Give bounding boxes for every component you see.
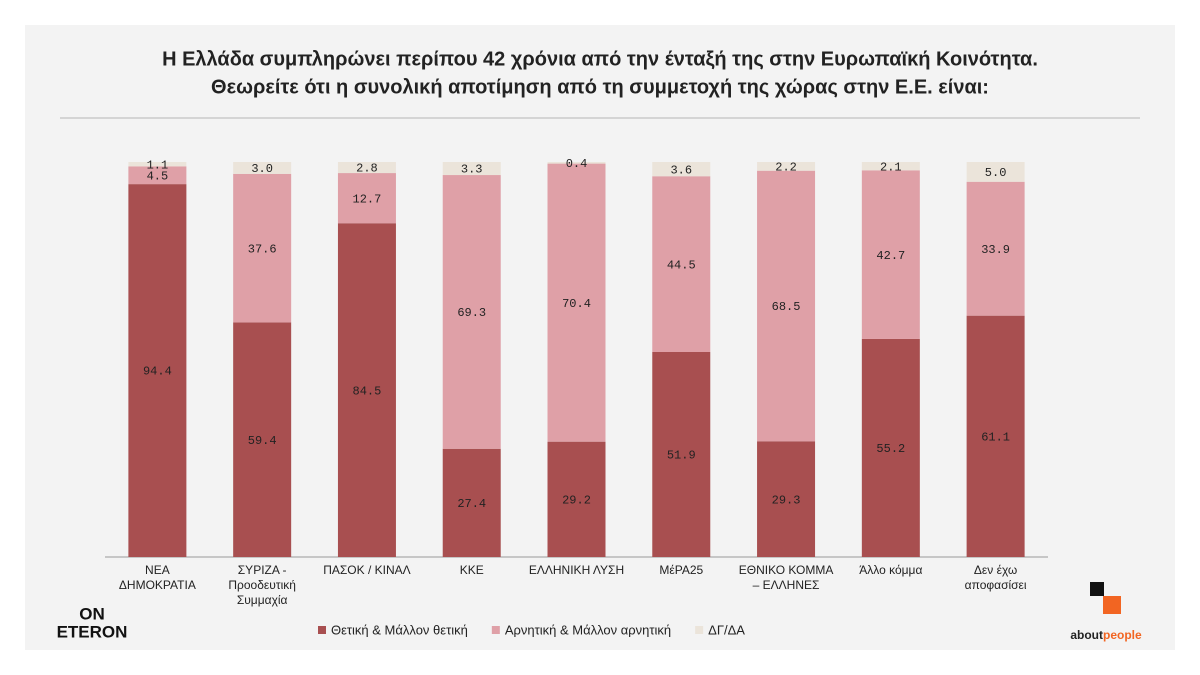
chart-title: Η Ελλάδα συμπληρώνει περίπου 42 χρόνια α… <box>162 48 1038 70</box>
logo-left: ETERON <box>57 622 128 641</box>
bar-segment <box>233 162 292 174</box>
logo-icon <box>1090 582 1104 596</box>
bar-segment <box>337 173 396 224</box>
bar-segment <box>861 338 920 557</box>
bar-segment <box>652 162 711 177</box>
x-tick-label: ΕΘΝΙΚΟ ΚΟΜΜΑ – ΕΛΛΗΝΕΣ <box>738 563 834 592</box>
value-label: 70.4 <box>562 297 591 311</box>
bar-segment <box>128 162 187 167</box>
legend-swatch <box>318 626 326 634</box>
bar-segment <box>652 176 711 352</box>
bar-segment <box>442 175 501 449</box>
value-label: 3.6 <box>670 163 692 177</box>
x-tick-label: ΜέΡΑ25 <box>659 563 704 577</box>
bar-segment <box>966 315 1025 557</box>
value-label: 2.1 <box>880 160 902 174</box>
value-label: 44.5 <box>667 258 696 272</box>
value-label: 84.5 <box>353 384 382 398</box>
x-tick-label: Άλλο κόμμα <box>859 563 923 577</box>
bar-segment <box>337 162 396 174</box>
value-label: 5.0 <box>985 166 1007 180</box>
x-tick-label: ΝΕΑ ΔΗΜΟΚΡΑΤΙΑ <box>118 563 196 592</box>
legend-label: Αρνητική & Μάλλον αρνητική <box>505 622 671 637</box>
value-label: 51.9 <box>667 449 696 463</box>
value-label: 94.4 <box>143 365 172 379</box>
value-label: 55.2 <box>876 442 905 456</box>
bar-segment <box>128 184 187 557</box>
value-label: 3.0 <box>251 162 273 176</box>
bar-segment <box>757 441 816 557</box>
bar-segment <box>442 448 501 557</box>
value-label: 3.3 <box>461 163 483 177</box>
chart-subtitle: Θεωρείτε ότι η συνολική αποτίμηση από τη… <box>211 76 989 98</box>
value-label: 33.9 <box>981 243 1010 257</box>
legend-swatch <box>491 626 500 634</box>
legend-label: ΔΓ/ΔΑ <box>708 622 745 637</box>
bar-segment <box>547 163 606 442</box>
legend-swatch <box>695 626 704 634</box>
value-label: 27.4 <box>457 497 486 511</box>
x-tick-label: ΣΥΡΙΖΑ - Προοδευτική Συμμαχία <box>228 563 296 607</box>
value-label: 59.4 <box>248 434 277 448</box>
value-label: 1.1 <box>147 158 169 172</box>
bar-segment <box>128 166 187 185</box>
value-label: 12.7 <box>353 192 382 206</box>
bar-segment <box>757 162 816 171</box>
bar-segment <box>966 162 1025 182</box>
value-label: 2.8 <box>356 162 378 176</box>
bar-segment <box>757 170 816 442</box>
bar-segment <box>652 351 711 557</box>
x-tick-label: ΚΚΕ <box>459 563 484 577</box>
logo-right: people <box>1103 628 1142 642</box>
value-label: 42.7 <box>876 249 905 263</box>
bar-segment <box>547 441 606 557</box>
value-label: 29.2 <box>562 494 591 508</box>
logo-right: about <box>1070 628 1103 642</box>
logo-icon <box>1103 596 1121 614</box>
logo-left: ON <box>79 604 105 623</box>
value-label: 2.2 <box>775 161 797 175</box>
x-tick-label: ΠΑΣΟΚ / ΚΙΝΑΛ <box>323 563 411 577</box>
bar-segment <box>233 322 292 557</box>
value-label: 61.1 <box>981 430 1010 444</box>
value-label: 29.3 <box>772 493 801 507</box>
bar-segment <box>861 162 920 171</box>
value-label: 0.4 <box>566 157 588 171</box>
bar-segment <box>966 181 1025 316</box>
x-tick-label: Δεν έχω αποφασίσει <box>964 563 1027 592</box>
value-label: 4.5 <box>147 169 169 183</box>
bar-segment <box>442 162 501 176</box>
value-label: 69.3 <box>457 306 486 320</box>
legend-label: Θετική & Μάλλον θετική <box>331 622 468 637</box>
bar-segment <box>233 173 292 323</box>
x-tick-label: ΕΛΛΗΝΙΚΗ ΛΥΣΗ <box>528 563 625 577</box>
bar-segment <box>547 162 606 164</box>
bar-segment <box>337 223 396 557</box>
bar-segment <box>861 170 920 339</box>
value-label: 68.5 <box>772 300 801 314</box>
value-label: 37.6 <box>248 242 277 256</box>
